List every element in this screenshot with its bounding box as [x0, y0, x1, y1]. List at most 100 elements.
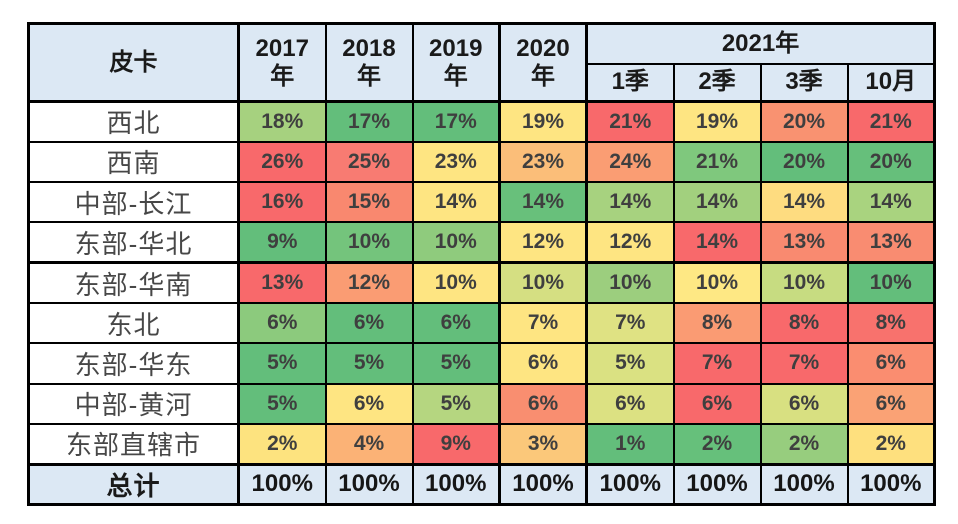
row-label: 西北	[27, 100, 240, 143]
data-cell: 7%	[498, 301, 588, 345]
table-body: 西北 18% 17% 17% 19% 21% 19% 20% 21% 西南 26% 25% 23% 23%…	[27, 100, 936, 506]
data-cell: 9%	[411, 422, 501, 466]
data-cell: 5%	[411, 342, 501, 385]
total-cell: 100%	[672, 462, 762, 506]
total-row: 总计 100% 100% 100% 100% 100% 100% 100% 100%	[27, 462, 936, 506]
data-cell: 5%	[585, 342, 675, 385]
data-cell: 6%	[672, 382, 762, 425]
data-cell: 23%	[498, 140, 588, 184]
corner-header-pickup: 皮卡	[27, 22, 240, 103]
table-row: 中部-长江 16% 15% 14% 14% 14% 14% 14% 14%	[27, 181, 936, 224]
data-cell: 2%	[672, 422, 762, 466]
data-cell: 17%	[324, 100, 414, 143]
table-row: 东部-华东 5% 5% 5% 6% 5% 7% 7% 6%	[27, 342, 936, 385]
data-cell: 14%	[585, 181, 675, 224]
data-cell: 6%	[759, 382, 849, 425]
data-cell: 3%	[498, 422, 588, 466]
data-cell: 10%	[846, 261, 936, 304]
data-cell: 5%	[324, 342, 414, 385]
data-cell: 20%	[759, 140, 849, 184]
header-row-years: 皮卡 2017 年 2018 年 2019 年 2020 年 2021年	[27, 22, 936, 103]
data-cell: 23%	[411, 140, 501, 184]
total-cell: 100%	[237, 462, 327, 506]
data-cell: 19%	[672, 100, 762, 143]
data-cell: 6%	[498, 382, 588, 425]
data-cell: 7%	[672, 342, 762, 385]
row-label: 西南	[27, 140, 240, 184]
table-row: 中部-黄河 5% 6% 5% 6% 6% 6% 6% 6%	[27, 382, 936, 425]
data-cell: 6%	[846, 342, 936, 385]
row-label: 东部-华东	[27, 342, 240, 385]
data-cell: 10%	[672, 261, 762, 304]
data-cell: 12%	[498, 221, 588, 265]
year-header: 2020 年	[498, 22, 588, 103]
data-cell: 7%	[585, 301, 675, 345]
data-cell: 13%	[846, 221, 936, 265]
data-cell: 14%	[672, 221, 762, 265]
subperiod-header: 3季	[759, 62, 849, 103]
data-cell: 10%	[498, 261, 588, 304]
table-row: 东北 6% 6% 6% 7% 7% 8% 8% 8%	[27, 301, 936, 345]
row-label: 中部-黄河	[27, 382, 240, 425]
data-cell: 10%	[411, 221, 501, 265]
data-cell: 19%	[498, 100, 588, 143]
data-cell: 25%	[324, 140, 414, 184]
year-header: 2017 年	[237, 22, 327, 103]
total-cell: 100%	[411, 462, 501, 506]
data-cell: 13%	[237, 261, 327, 304]
data-cell: 12%	[324, 261, 414, 304]
data-cell: 18%	[237, 100, 327, 143]
data-cell: 5%	[411, 382, 501, 425]
data-cell: 8%	[846, 301, 936, 345]
data-cell: 14%	[846, 181, 936, 224]
data-cell: 12%	[585, 221, 675, 265]
row-label: 东部-华北	[27, 221, 240, 265]
data-cell: 5%	[237, 342, 327, 385]
total-cell: 100%	[846, 462, 936, 506]
data-cell: 21%	[846, 100, 936, 143]
data-cell: 20%	[846, 140, 936, 184]
data-cell: 6%	[585, 382, 675, 425]
row-label: 中部-长江	[27, 181, 240, 224]
data-cell: 6%	[237, 301, 327, 345]
data-cell: 13%	[759, 221, 849, 265]
data-cell: 20%	[759, 100, 849, 143]
table-row: 东部-华北 9% 10% 10% 12% 12% 14% 13% 13%	[27, 221, 936, 265]
pickup-regional-share-table: 皮卡 2017 年 2018 年 2019 年 2020 年 2021年 1季 2季 3季 10月…	[27, 22, 937, 506]
data-cell: 24%	[585, 140, 675, 184]
data-cell: 21%	[585, 100, 675, 143]
data-cell: 6%	[846, 382, 936, 425]
data-cell: 14%	[672, 181, 762, 224]
total-label: 总计	[27, 462, 240, 506]
data-cell: 16%	[237, 181, 327, 224]
total-cell: 100%	[585, 462, 675, 506]
table-row: 西南 26% 25% 23% 23% 24% 21% 20% 20%	[27, 140, 936, 184]
data-cell: 10%	[411, 261, 501, 304]
row-label: 东北	[27, 301, 240, 345]
data-cell: 4%	[324, 422, 414, 466]
year-header: 2019 年	[411, 22, 501, 103]
data-cell: 10%	[759, 261, 849, 304]
data-cell: 2%	[759, 422, 849, 466]
total-cell: 100%	[498, 462, 588, 506]
data-cell: 14%	[498, 181, 588, 224]
data-cell: 21%	[672, 140, 762, 184]
total-cell: 100%	[759, 462, 849, 506]
header-row-subperiods: 1季 2季 3季 10月	[29, 62, 936, 103]
group-header-2021: 2021年	[584, 22, 936, 65]
table-row: 东部-华南 13% 12% 10% 10% 10% 10% 10% 10%	[27, 261, 936, 304]
data-cell: 1%	[585, 422, 675, 466]
total-cell: 100%	[324, 462, 414, 506]
data-cell: 14%	[759, 181, 849, 224]
data-cell: 14%	[411, 181, 501, 224]
data-cell: 6%	[324, 301, 414, 345]
data-cell: 6%	[411, 301, 501, 345]
subperiod-header: 2季	[672, 62, 762, 103]
row-label: 东部直辖市	[27, 422, 240, 466]
data-cell: 8%	[759, 301, 849, 345]
data-cell: 5%	[237, 382, 327, 425]
data-cell: 15%	[324, 181, 414, 224]
data-cell: 6%	[324, 382, 414, 425]
table-row: 西北 18% 17% 17% 19% 21% 19% 20% 21%	[27, 100, 936, 143]
